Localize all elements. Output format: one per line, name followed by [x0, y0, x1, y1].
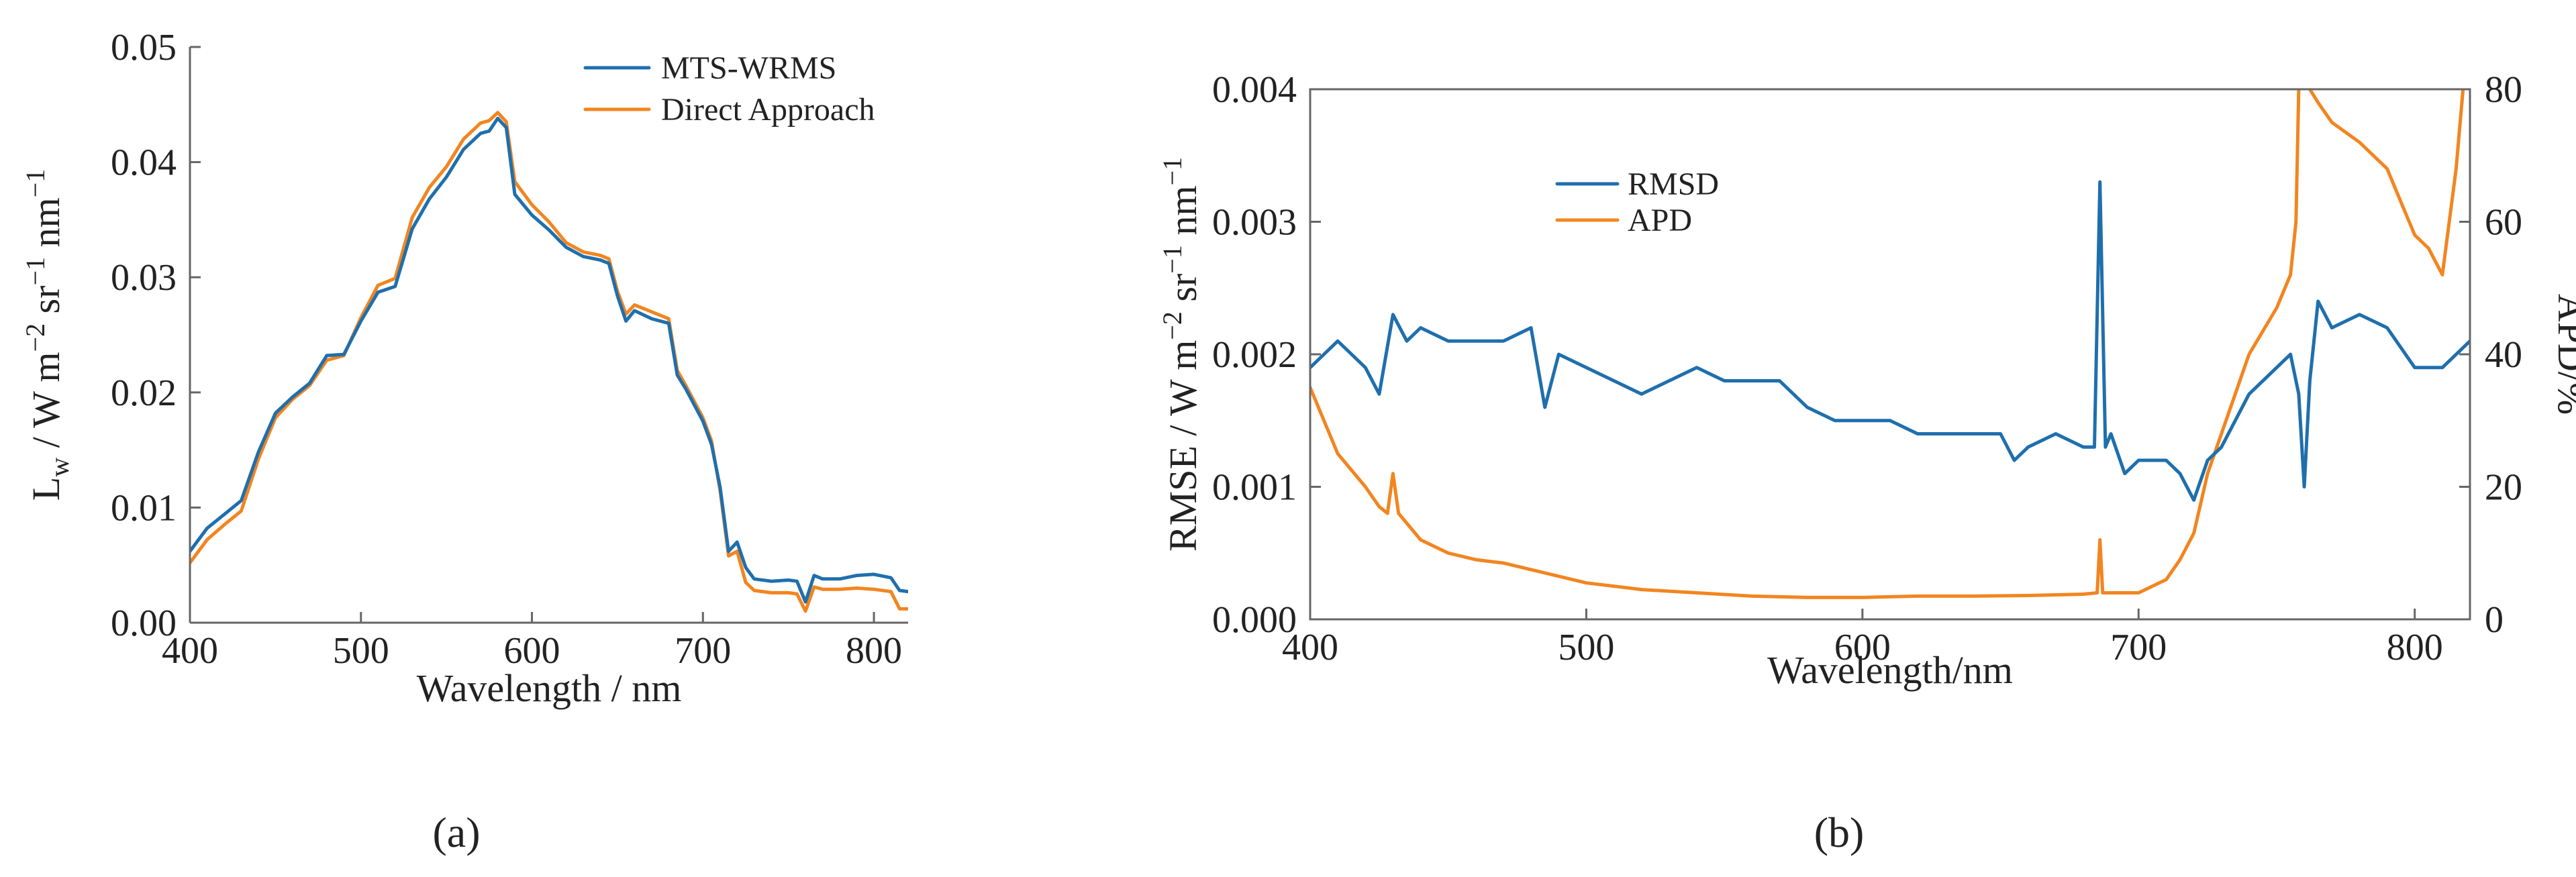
chart-b-y-tick-label: 0.000	[1212, 599, 1297, 641]
chart-b-ylabel-sup-1: −2	[1157, 311, 1187, 340]
chart-a-x-tick-label: 600	[504, 630, 560, 672]
panel-a-label: (a)	[432, 809, 480, 856]
chart-b-y2-tick-label: 0	[2485, 599, 2504, 641]
chart-a-ylabel-unit-3: nm	[24, 197, 68, 257]
chart-a-legend-label-mts-wrms: MTS-WRMS	[661, 50, 836, 86]
chart-a-x-axis-title: Wavelength / nm	[417, 666, 682, 710]
chart-b-x-tick-label: 600	[1834, 627, 1891, 668]
chart-b-y-tick-label: 0.004	[1212, 69, 1297, 111]
chart-b-y-axis-title: RMSE / W m−2 sr−1 nm−1	[1157, 157, 1205, 552]
chart-b-y-tick-label: 0.003	[1212, 202, 1297, 244]
chart-a-legend-label-direct-approach: Direct Approach	[661, 92, 875, 127]
panel-b-label: (b)	[1814, 809, 1865, 856]
chart-b-legend-label-rmsd: RMSD	[1628, 166, 1719, 202]
chart-a-x-tick-label: 700	[675, 630, 731, 672]
chart-b-ylabel-sup-3: −1	[1157, 157, 1187, 186]
chart-a-y-axis-title: Lw / W m−2 sr−1 nm−1	[20, 169, 75, 501]
chart-a-series-line-direct-approach	[190, 111, 908, 613]
chart-b-y2-tick-label: 60	[2485, 202, 2522, 244]
chart-b-y2-tick-label: 40	[2485, 334, 2522, 376]
chart-b-y-tick-label: 0.002	[1212, 334, 1297, 376]
chart-a-plot-area	[190, 111, 908, 613]
chart-a-ticks: 400 500 600 700 800 0.00 0.01 0.02 0.03 0.04 0.05	[111, 27, 902, 672]
chart-panel-b: 400 500 600 700 8000.0000.0010.0020.0030.004…	[1157, 69, 2576, 856]
chart-a-ylabel-sup-1: −2	[20, 323, 50, 352]
chart-a-ylabel-sub-w: w	[44, 458, 75, 477]
chart-b-ylabel-unit-2: sr	[1161, 274, 1205, 311]
chart-b-x-tick-label: 700	[2110, 627, 2167, 668]
chart-a-x-tick-label: 500	[333, 630, 389, 672]
chart-a-ylabel-sup-3: −1	[20, 169, 50, 198]
chart-a-legend: MTS-WRMS Direct Approach	[583, 50, 875, 127]
chart-a-y-tick-label: 0.04	[111, 142, 177, 184]
chart-b-ylabel-rmse: RMSE / W m	[1161, 340, 1205, 552]
chart-b-y2-tick-label: 20	[2485, 467, 2522, 509]
chart-a-y-tick-label: 0.00	[111, 603, 177, 644]
chart-a-y-tick-label: 0.01	[111, 487, 177, 529]
chart-a-y-tick-label: 0.02	[111, 372, 177, 414]
chart-b-x-tick-label: 500	[1558, 627, 1614, 668]
chart-b-x-tick-label: 800	[2387, 627, 2443, 668]
chart-b-ylabel-unit-3: nm	[1161, 186, 1205, 246]
chart-panel-a: 400 500 600 700 8000.000.010.020.030.040.05 …	[20, 27, 908, 856]
chart-a-ylabel-sup-2: −1	[20, 257, 50, 286]
chart-b-x-axis-title: Wavelength/nm	[1767, 648, 2013, 692]
chart-b-ylabel-sup-2: −1	[1157, 245, 1187, 274]
chart-b-legend: RMSD APD	[1555, 166, 1719, 238]
chart-a-series-line-mts-wrms	[190, 116, 908, 604]
chart-b-series-line-rmsd	[1310, 180, 2470, 502]
chart-b-plot-area	[1310, 89, 2470, 599]
chart-b-y-tick-label: 0.001	[1212, 467, 1297, 509]
chart-a-x-tick-label: 400	[162, 630, 218, 672]
chart-a-ylabel-L: L	[24, 477, 68, 501]
chart-a-y-tick-label: 0.05	[111, 27, 177, 68]
chart-b-x-tick-label: 400	[1282, 627, 1338, 668]
chart-a-ylabel-unit-2: sr	[24, 286, 68, 323]
chart-b-y2-tick-label: 80	[2485, 69, 2522, 111]
chart-b-ticks: 400 500 600 700 8000.0000.0010.0020.0030.004…	[1212, 69, 2522, 668]
chart-b-y2-axis-title: APD/%	[2550, 294, 2576, 415]
chart-a-x-tick-label: 800	[846, 630, 902, 672]
chart-b-legend-label-apd: APD	[1628, 203, 1692, 238]
chart-a-ylabel-unit-1: / W m	[24, 352, 68, 457]
chart-a-y-tick-label: 0.03	[111, 257, 177, 299]
chart-b-series-line-apd	[1310, 89, 2465, 599]
